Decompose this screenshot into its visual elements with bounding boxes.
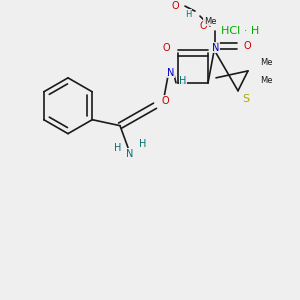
Text: N: N <box>126 148 134 159</box>
Text: HCl · H: HCl · H <box>221 26 259 36</box>
Text: H: H <box>185 10 191 19</box>
Text: N: N <box>167 68 175 78</box>
Text: H: H <box>139 139 147 148</box>
Text: O: O <box>171 1 179 11</box>
Text: N: N <box>212 43 220 53</box>
Text: O: O <box>162 43 170 53</box>
Text: Me: Me <box>260 76 272 85</box>
Text: O: O <box>161 96 169 106</box>
Text: H: H <box>114 142 122 153</box>
Text: O: O <box>199 21 207 31</box>
Text: S: S <box>242 94 250 104</box>
Text: O: O <box>243 41 251 51</box>
Text: Me: Me <box>260 58 272 68</box>
Text: H: H <box>179 76 187 86</box>
Text: Me: Me <box>204 16 216 26</box>
